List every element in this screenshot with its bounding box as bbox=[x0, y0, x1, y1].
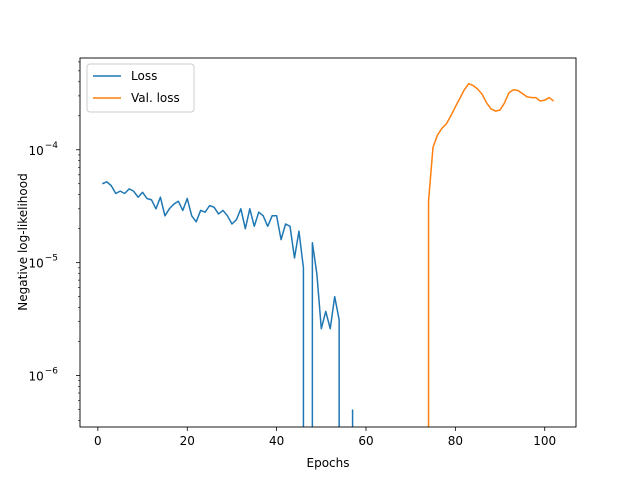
x-axis: 0 20 40 60 80 100 bbox=[94, 427, 556, 448]
x-tick-label: 80 bbox=[448, 434, 463, 448]
legend-label-loss: Loss bbox=[131, 69, 157, 83]
legend-label-val-loss: Val. loss bbox=[131, 91, 180, 105]
x-tick-label: 20 bbox=[180, 434, 195, 448]
series-line-loss bbox=[102, 181, 305, 427]
series-layer bbox=[102, 82, 555, 427]
x-tick-label: 60 bbox=[358, 434, 373, 448]
x-tick-label: 0 bbox=[94, 434, 102, 448]
x-tick-label: 100 bbox=[533, 434, 556, 448]
legend: Loss Val. loss bbox=[86, 63, 195, 113]
series-line-val-loss bbox=[427, 82, 555, 427]
x-tick-label: 40 bbox=[269, 434, 284, 448]
series-line-loss bbox=[311, 242, 340, 427]
y-axis-label: Negative log-likelihood bbox=[16, 173, 30, 310]
x-axis-label: Epochs bbox=[307, 456, 350, 470]
plot-frame bbox=[79, 57, 577, 428]
